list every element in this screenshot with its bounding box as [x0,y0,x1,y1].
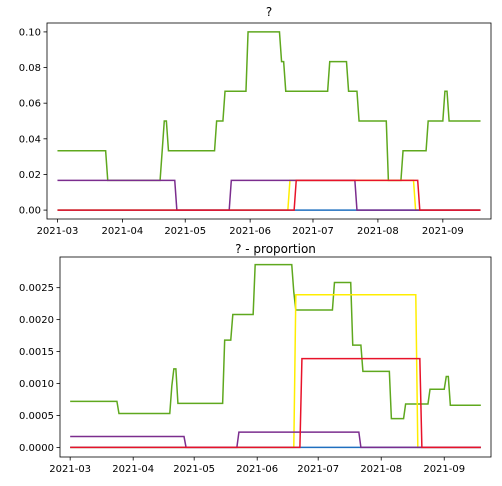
x-tick-label: 2021-06 [229,226,271,237]
series-line-4 [70,431,481,449]
x-tick-label: 2021-09 [422,226,464,237]
x-tick-label: 2021-06 [236,464,278,475]
x-tick-label: 2021-08 [357,226,399,237]
y-tick-label: 0.02 [19,170,41,181]
y-tick-label: 0.08 [19,63,41,74]
y-tick-label: 0.00 [19,206,41,217]
y-tick-label: 0.06 [19,99,41,110]
series-line-4 [57,179,481,211]
chart-title: ? - proportion [235,242,316,256]
x-tick-label: 2021-04 [101,226,143,237]
chart-proportion: ? - proportion 2021-03 2021-04 2021-05 2021-… [19,242,492,475]
x-tick-label: 2021-07 [292,226,334,237]
x-tick-label: 2021-09 [423,464,465,475]
y-tick-label: 0.0020 [19,315,54,326]
chart-top: ? 2021-03 2021-04 2021-05 2021-06 2021-07 2021… [19,5,492,237]
y-tick-label: 0.04 [19,134,41,145]
x-tick-label: 2021-04 [112,464,154,475]
y-tick-label: 0.0005 [19,411,54,422]
x-tick-label: 2021-03 [37,226,79,237]
series-line-5 [57,179,481,211]
series-line-5 [70,357,481,449]
x-tick-label: 2021-07 [297,464,339,475]
y-tick-label: 0.0010 [19,379,54,390]
series-line-2 [57,179,481,211]
series-line-1 [57,31,481,182]
x-tick-label: 2021-05 [164,226,206,237]
plot-frame [59,256,492,458]
y-tick-label: 0.0000 [19,443,54,454]
y-tick-label: 0.10 [19,27,41,38]
series-line-1 [70,263,481,420]
series-line-2 [70,293,481,449]
chart-title: ? [266,5,272,19]
y-tick-label: 0.0015 [19,347,54,358]
x-tick-label: 2021-08 [360,464,402,475]
plot-frame [46,22,492,220]
y-tick-label: 0.0025 [19,283,54,294]
x-tick-label: 2021-05 [173,464,215,475]
x-tick-label: 2021-03 [49,464,91,475]
